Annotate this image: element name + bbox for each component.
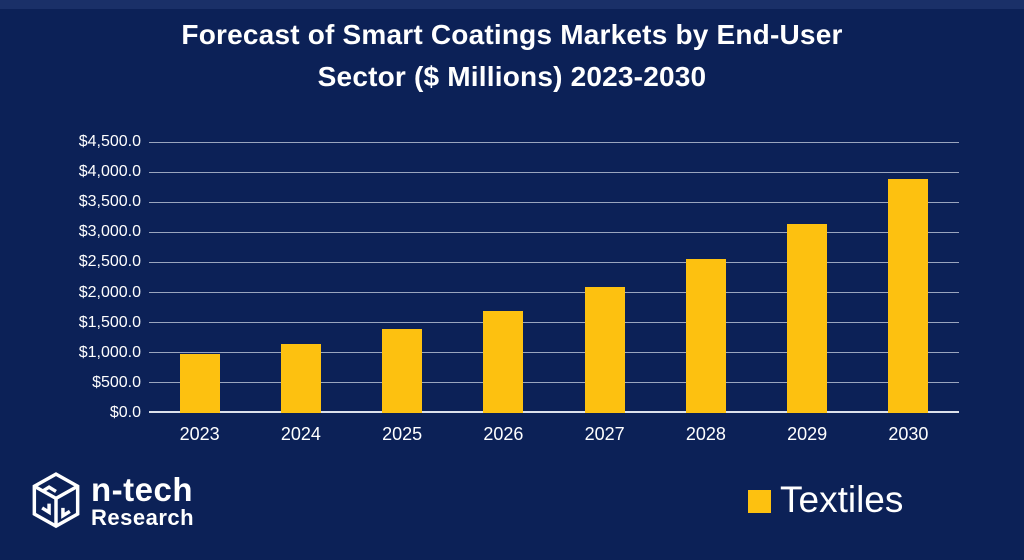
y-tick-label-2000: $2,000.0 — [78, 283, 141, 301]
legend-swatch-textiles — [748, 489, 771, 513]
chart-title-line-1: Forecast of Smart Coatings Markets by En… — [181, 19, 843, 50]
logo-brand-text: n-tech — [91, 470, 193, 508]
x-tick-label-2029: 2029 — [787, 424, 828, 444]
bar-2025 — [382, 329, 423, 413]
chart-title-line-2: Sector ($ Millions) 2023-2030 — [317, 61, 707, 92]
x-axis-line — [149, 411, 959, 413]
gridline-2000 — [149, 292, 959, 294]
y-tick-label-3500: $3,500.0 — [78, 193, 141, 211]
y-tick-label-4000: $4,000.0 — [78, 163, 141, 181]
plot-area: $0.0 $500.0 $1,000.0 $1,500.0 $2,000.0 $2,500… — [79, 133, 959, 444]
ntech-logo: n-tech Research — [30, 470, 194, 532]
y-tick-label-4500: $4,500.0 — [78, 133, 141, 150]
x-tick-label-2030: 2030 — [888, 424, 929, 444]
chart-title: Forecast of Smart Coatings Markets by En… — [0, 14, 1024, 98]
y-tick-label-0: $0.0 — [109, 404, 141, 421]
y-tick-label-2500: $2,500.0 — [78, 253, 141, 271]
gridline-2500 — [149, 261, 959, 263]
x-tick-label-2023: 2023 — [179, 424, 220, 444]
bar-2024 — [280, 343, 321, 413]
x-tick-label-2028: 2028 — [685, 424, 726, 444]
y-tick-label-1000: $1,000.0 — [78, 343, 141, 361]
y-tick-label-500: $500.0 — [92, 373, 141, 391]
x-tick-label-2027: 2027 — [584, 424, 625, 444]
logo-sub-text: Research — [91, 504, 195, 530]
bar-2023 — [179, 353, 220, 413]
bar-2029 — [787, 224, 828, 413]
legend: Textiles — [748, 478, 903, 522]
y-tick-label-3000: $3,000.0 — [78, 223, 141, 241]
gridline-1500 — [149, 322, 959, 324]
x-tick-label-2024: 2024 — [280, 424, 321, 444]
logo-text: n-tech Research — [91, 473, 194, 530]
legend-label-textiles: Textiles — [780, 479, 904, 520]
cube-logo-icon — [32, 472, 80, 529]
gridline-4000 — [149, 171, 959, 173]
y-tick-label-1500: $1,500.0 — [78, 313, 141, 331]
gridline-4500 — [149, 141, 959, 143]
top-edge-strip — [0, 0, 1024, 9]
gridline-3500 — [149, 201, 959, 203]
gridline-1000 — [149, 352, 959, 354]
x-tick-label-2026: 2026 — [483, 424, 524, 444]
bar-2028 — [685, 259, 726, 413]
gridline-3000 — [149, 231, 959, 233]
bar-2027 — [584, 286, 625, 413]
gridline-500 — [149, 382, 959, 384]
bar-2026 — [483, 310, 524, 413]
bar-2030 — [888, 179, 929, 413]
x-tick-label-2025: 2025 — [382, 424, 423, 444]
